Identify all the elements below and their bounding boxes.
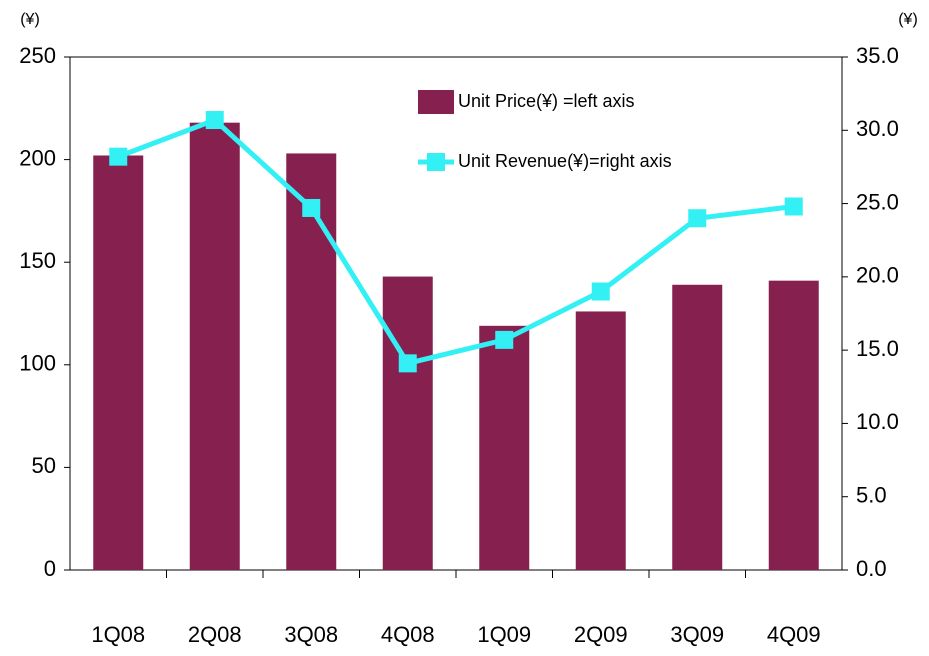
line xyxy=(117,117,795,367)
x-tick-label: 3Q08 xyxy=(284,622,338,647)
bar xyxy=(768,280,819,570)
bar xyxy=(189,122,240,570)
y2-tick-label: 25.0 xyxy=(856,189,899,214)
y2-unit: (¥) xyxy=(898,11,918,28)
x-tick-label: 1Q08 xyxy=(91,622,145,647)
bar xyxy=(382,276,433,570)
legend-label: Unit Price(¥) =left axis xyxy=(458,91,635,111)
legend-label: Unit Revenue(¥)=right axis xyxy=(458,151,672,171)
line-marker xyxy=(591,282,610,301)
y-tick-label: 250 xyxy=(19,43,56,68)
y-tick-label: 150 xyxy=(19,248,56,273)
bar xyxy=(575,311,626,570)
bar xyxy=(286,153,337,570)
line-marker xyxy=(205,111,224,130)
y-tick-label: 50 xyxy=(32,453,56,478)
legend-swatch xyxy=(418,90,454,114)
line-marker xyxy=(688,209,707,228)
y-tick-label: 0 xyxy=(44,556,56,581)
y2-tick-label: 30.0 xyxy=(856,116,899,141)
y-tick-label: 200 xyxy=(19,145,56,170)
bar xyxy=(672,284,723,570)
bar xyxy=(479,325,530,570)
bar xyxy=(93,155,144,570)
y2-tick-label: 35.0 xyxy=(856,43,899,68)
y2-tick-label: 5.0 xyxy=(856,483,887,508)
y2-tick-label: 20.0 xyxy=(856,263,899,288)
y-unit: (¥) xyxy=(20,11,40,28)
line-marker xyxy=(109,147,128,166)
line-marker xyxy=(784,197,803,216)
plot-frame xyxy=(69,56,843,571)
line-marker xyxy=(495,330,514,349)
x-tick-label: 3Q09 xyxy=(670,622,724,647)
x-tick-label: 4Q09 xyxy=(767,622,821,647)
x-tick-label: 2Q09 xyxy=(574,622,628,647)
line-marker xyxy=(302,198,321,217)
y2-tick-label: 15.0 xyxy=(856,336,899,361)
y-tick-label: 100 xyxy=(19,351,56,376)
legend-marker xyxy=(427,153,445,171)
y2-tick-label: 0.0 xyxy=(856,556,887,581)
y2-tick-label: 10.0 xyxy=(856,409,899,434)
x-tick-label: 2Q08 xyxy=(188,622,242,647)
line-marker xyxy=(398,354,417,373)
x-tick-label: 1Q09 xyxy=(477,622,531,647)
x-tick-label: 4Q08 xyxy=(381,622,435,647)
